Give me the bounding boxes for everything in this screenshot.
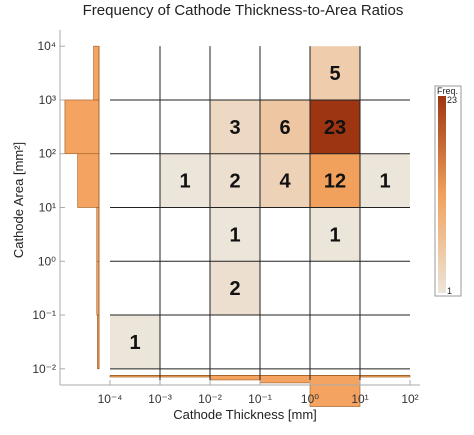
cell-count-label: 1 xyxy=(329,224,340,246)
x-marginal-bar xyxy=(209,375,261,381)
y-tick-labels: 10⁻² 10⁻¹ 10⁰ 10¹ 10² 10³ 10⁴ xyxy=(32,39,56,376)
y-marginal-bar xyxy=(96,207,100,262)
cell-count-label: 2 xyxy=(229,171,240,193)
x-tick-label: 10¹ xyxy=(351,392,368,406)
heatmap-cell xyxy=(310,153,360,208)
cell-count-label: 1 xyxy=(379,171,390,193)
y-tick-label: 10¹ xyxy=(39,201,56,215)
heatmap-cell xyxy=(210,99,260,154)
legend-color-bar xyxy=(438,96,446,293)
color-legend: Freq.23 1 xyxy=(434,85,462,297)
x-marginal-bar xyxy=(359,375,411,378)
x-tick-label: 10⁻³ xyxy=(148,392,172,406)
x-marginal-bar xyxy=(309,375,361,407)
heatmap-cell xyxy=(210,153,260,208)
cell-count-label: 4 xyxy=(279,171,291,193)
x-tick-labels: 10⁻⁴ 10⁻³ 10⁻² 10⁻¹ 10⁰ 10¹ 10² xyxy=(98,392,419,406)
chart-title: Frequency of Cathode Thickness-to-Area R… xyxy=(83,2,404,19)
cell-count-label: 3 xyxy=(229,117,240,139)
grid-lines xyxy=(110,46,410,385)
heatmap-cell xyxy=(260,99,310,154)
y-tick-label: 10² xyxy=(39,147,56,161)
y-tick-label: 10⁴ xyxy=(37,39,56,53)
cell-count-label: 23 xyxy=(324,117,346,139)
cell-count-label: 5 xyxy=(329,63,340,85)
cell-count-label: 1 xyxy=(229,224,240,246)
legend-min-label: 1 xyxy=(447,286,452,296)
cell-count-label: 1 xyxy=(179,171,190,193)
cell-count-label: 12 xyxy=(324,171,346,193)
y-marginal-bar xyxy=(64,99,100,155)
y-tick-label: 10³ xyxy=(39,93,56,107)
heatmap-cell xyxy=(260,153,310,208)
legend-max-label: 23 xyxy=(447,95,457,105)
x-marginal-bar xyxy=(109,375,161,378)
cell-count-labels: 53 6 231 2 4 12 11 121 xyxy=(129,63,390,354)
y-tick-label: 10⁻² xyxy=(32,362,56,376)
x-tick-label: 10⁻² xyxy=(198,392,222,406)
cell-count-label: 6 xyxy=(279,117,290,139)
y-marginal-bar xyxy=(97,314,100,370)
axes xyxy=(59,30,420,386)
heatmap-cell xyxy=(210,207,260,262)
heatmap-cell xyxy=(310,46,360,100)
heatmap-cell xyxy=(160,153,210,208)
y-marginal-bar xyxy=(93,45,100,101)
y-marginal-histogram xyxy=(64,45,100,370)
y-marginal-bar xyxy=(77,153,100,208)
heatmap-cell xyxy=(310,99,360,154)
heatmap-cell xyxy=(360,153,410,208)
y-tick-label: 10⁰ xyxy=(38,254,56,268)
y-marginal-bar xyxy=(96,260,100,316)
heatmap-cell xyxy=(310,207,360,262)
y-tick-label: 10⁻¹ xyxy=(32,308,56,322)
x-marginal-bar xyxy=(159,375,211,378)
x-marginal-bar xyxy=(259,375,311,384)
heatmap-cell xyxy=(210,261,260,316)
cell-count-label: 2 xyxy=(229,278,240,300)
x-tick-label: 10⁻⁴ xyxy=(98,392,123,406)
heatmap-cells xyxy=(110,46,410,369)
y-axis-label: Cathode Area [mm²] xyxy=(11,142,26,258)
heatmap-cell xyxy=(110,315,160,369)
cell-count-label: 1 xyxy=(129,332,140,354)
x-tick-label: 10⁰ xyxy=(301,392,319,406)
x-axis-label: Cathode Thickness [mm] xyxy=(173,407,317,422)
legend-title: Freq. xyxy=(437,86,458,96)
x-tick-label: 10⁻¹ xyxy=(248,392,272,406)
x-tick-label: 10² xyxy=(401,392,418,406)
